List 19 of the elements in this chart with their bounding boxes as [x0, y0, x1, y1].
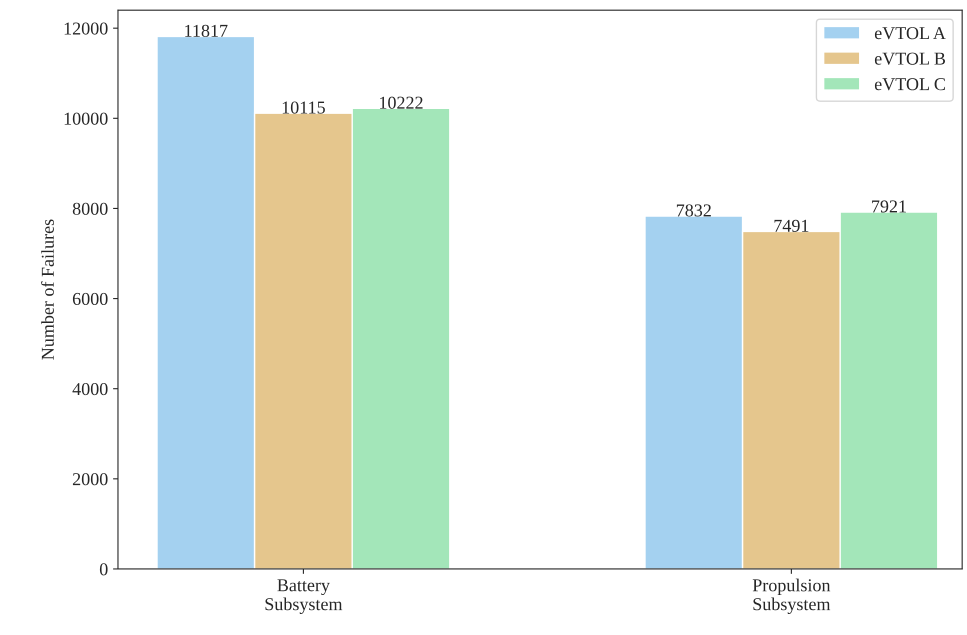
legend-label: eVTOL B	[874, 52, 946, 65]
x-tick-label: Battery Subsystem	[265, 579, 342, 614]
y-tick-label: 6000	[72, 292, 108, 306]
data-label: 10115	[282, 101, 325, 114]
legend-label: eVTOL C	[874, 78, 945, 90]
y-tick-label: 12000	[64, 22, 108, 35]
y-tick-label: 8000	[72, 202, 108, 215]
data-label: 10222	[380, 96, 423, 109]
y-axis-title: Number of Failures	[41, 220, 54, 360]
data-label: 11817	[185, 24, 228, 37]
data-label: 7491	[774, 220, 808, 232]
y-tick-label: 0	[100, 563, 108, 576]
x-tick-label: Propulsion Subsystem	[752, 578, 830, 614]
y-tick-label: 4000	[72, 382, 108, 396]
y-tick-label: 2000	[72, 473, 108, 486]
data-label: 7832	[676, 204, 711, 217]
legend-label: eVTOL A	[874, 27, 946, 40]
y-tick-label: 10000	[64, 112, 108, 125]
data-label: 7921	[872, 200, 906, 213]
